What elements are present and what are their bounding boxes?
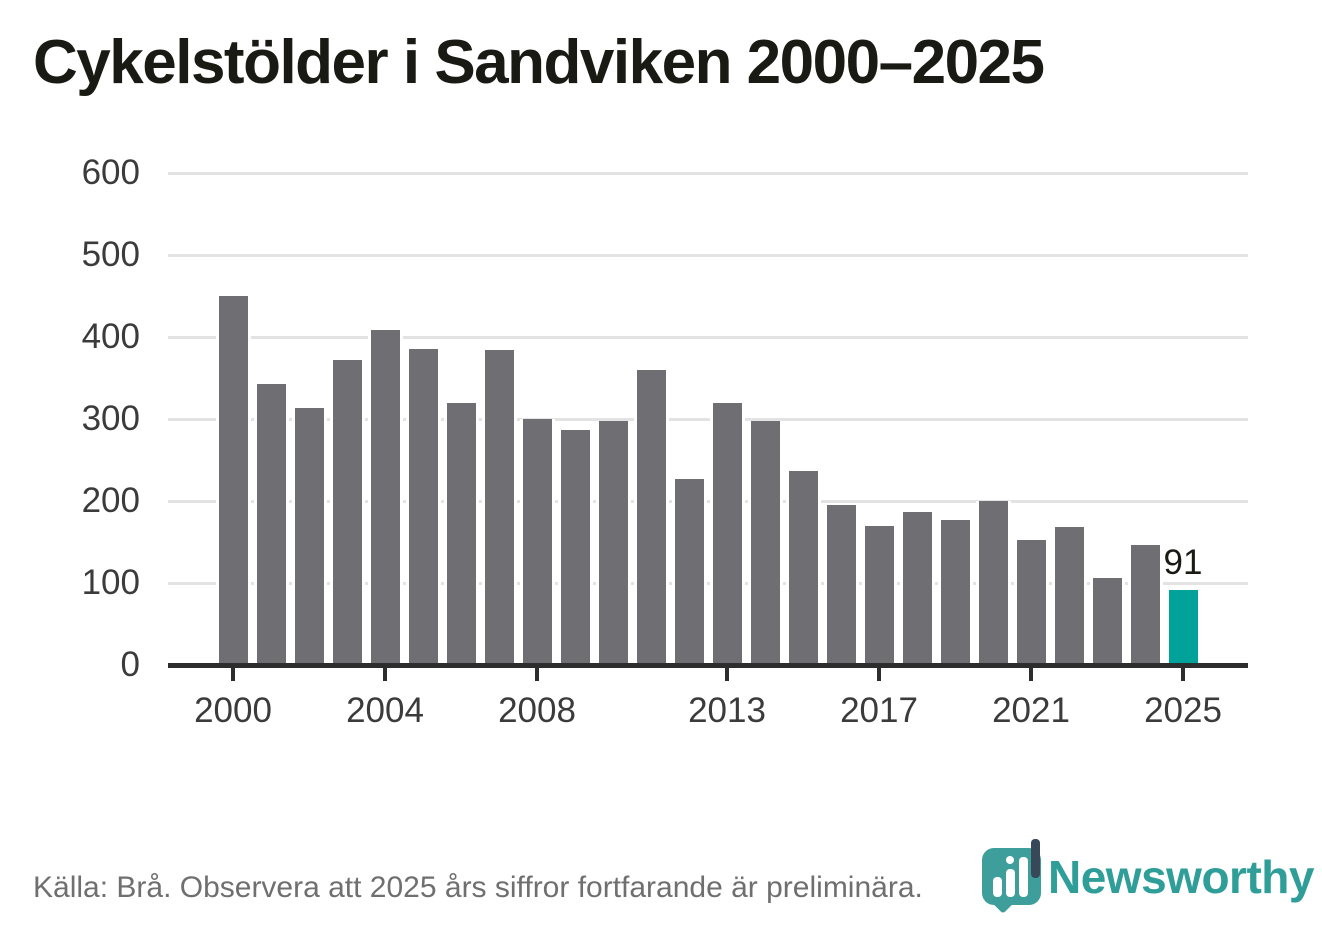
bar-2015 (785, 471, 821, 665)
bar-2012 (671, 479, 707, 665)
bar-2002 (291, 408, 327, 665)
x-axis-line (168, 663, 1248, 668)
y-axis-label: 100 (81, 563, 140, 602)
bar-2022 (1051, 527, 1087, 665)
bar-2024 (1127, 545, 1163, 665)
value-label-2025: 91 (1163, 543, 1203, 582)
bar-2005 (405, 349, 441, 665)
gridline-500 (168, 254, 1248, 257)
x-tick-2000 (231, 667, 235, 681)
x-tick-label: 2008 (498, 691, 576, 730)
x-tick-label: 2000 (194, 691, 272, 730)
y-axis-label: 300 (81, 399, 140, 438)
bar-2010 (595, 421, 631, 665)
plot-area: 0 100 200 300 400 500 600 2000 2004 2008 2013 2017 2… (81, 153, 1248, 730)
gridline-300 (168, 418, 1248, 421)
bar-2001 (253, 384, 289, 665)
bar-2003 (329, 360, 365, 665)
bar-2011 (633, 370, 669, 665)
y-axis-label: 0 (120, 645, 140, 684)
gridline-100 (168, 582, 1248, 585)
x-tick-2008 (535, 667, 539, 681)
bar-2000 (215, 296, 251, 665)
bar-2004 (367, 330, 403, 665)
x-tick-label: 2025 (1144, 691, 1222, 730)
logo-bar-small (993, 877, 1002, 897)
gridline-600 (168, 172, 1248, 175)
x-tick-2025 (1181, 667, 1185, 681)
gridline-400 (168, 336, 1248, 339)
bar-2016 (823, 505, 859, 665)
gridline-200 (168, 500, 1248, 503)
y-axis-label: 500 (81, 235, 140, 274)
chart-title: Cykelstölder i Sandviken 2000–2025 (33, 28, 1045, 97)
x-tick-2004 (383, 667, 387, 681)
newsworthy-logo: Newsworthy (982, 836, 1314, 926)
logo-dot (1006, 856, 1014, 864)
x-tick-label: 2021 (992, 691, 1070, 730)
bar-2014 (747, 421, 783, 665)
bar-2020 (975, 501, 1011, 665)
bar-2006 (443, 403, 479, 665)
bar-2018 (899, 512, 935, 665)
x-tick-label: 2013 (688, 691, 766, 730)
x-tick-label: 2017 (840, 691, 918, 730)
bar-2023 (1089, 578, 1125, 665)
bar-2017 (861, 526, 897, 665)
bar-2013 (709, 403, 745, 665)
bar-2021 (1013, 540, 1049, 665)
y-axis-label: 600 (81, 153, 140, 192)
logo-bar-medium (1006, 869, 1015, 897)
y-axis-label: 200 (81, 481, 140, 520)
y-axis-label: 400 (81, 317, 140, 356)
bar-2019 (937, 520, 973, 665)
logo-bar-tall (1019, 857, 1028, 897)
source-note: Källa: Brå. Observera att 2025 års siffr… (33, 871, 923, 904)
x-tick-2017 (877, 667, 881, 681)
x-tick-2013 (725, 667, 729, 681)
logo-dark-bar (1031, 839, 1040, 878)
bar-2008 (519, 419, 555, 665)
bar-2009 (557, 430, 593, 665)
bar-2025-highlight (1165, 590, 1201, 665)
x-tick-label: 2004 (346, 691, 424, 730)
logo-wordmark: Newsworthy (1048, 851, 1314, 903)
bar-2007 (481, 350, 517, 665)
x-tick-2021 (1029, 667, 1033, 681)
